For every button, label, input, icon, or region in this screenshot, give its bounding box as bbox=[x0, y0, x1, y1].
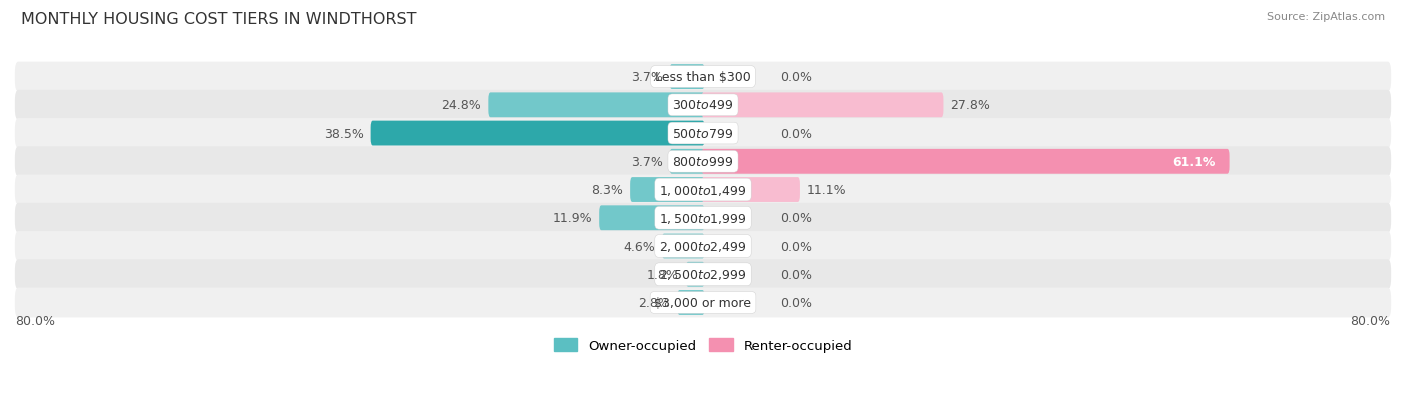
Text: 61.1%: 61.1% bbox=[1171, 155, 1215, 169]
FancyBboxPatch shape bbox=[599, 206, 704, 230]
Text: 0.0%: 0.0% bbox=[780, 212, 813, 225]
Text: Source: ZipAtlas.com: Source: ZipAtlas.com bbox=[1267, 12, 1385, 22]
Legend: Owner-occupied, Renter-occupied: Owner-occupied, Renter-occupied bbox=[548, 333, 858, 357]
Text: 0.0%: 0.0% bbox=[780, 240, 813, 253]
Text: 0.0%: 0.0% bbox=[780, 127, 813, 140]
FancyBboxPatch shape bbox=[669, 65, 704, 90]
FancyBboxPatch shape bbox=[15, 175, 1391, 205]
FancyBboxPatch shape bbox=[15, 62, 1391, 93]
FancyBboxPatch shape bbox=[15, 147, 1391, 177]
FancyBboxPatch shape bbox=[15, 119, 1391, 149]
Text: 11.9%: 11.9% bbox=[553, 212, 592, 225]
FancyBboxPatch shape bbox=[678, 290, 704, 315]
Text: $500 to $799: $500 to $799 bbox=[672, 127, 734, 140]
FancyBboxPatch shape bbox=[662, 234, 704, 259]
Text: 80.0%: 80.0% bbox=[1350, 315, 1391, 328]
FancyBboxPatch shape bbox=[702, 93, 943, 118]
Text: 11.1%: 11.1% bbox=[807, 184, 846, 197]
FancyBboxPatch shape bbox=[630, 178, 704, 202]
Text: $300 to $499: $300 to $499 bbox=[672, 99, 734, 112]
FancyBboxPatch shape bbox=[15, 260, 1391, 290]
FancyBboxPatch shape bbox=[702, 178, 800, 202]
FancyBboxPatch shape bbox=[686, 262, 704, 287]
FancyBboxPatch shape bbox=[702, 150, 1230, 174]
Text: $2,000 to $2,499: $2,000 to $2,499 bbox=[659, 240, 747, 254]
Text: $3,000 or more: $3,000 or more bbox=[655, 296, 751, 309]
Text: $800 to $999: $800 to $999 bbox=[672, 155, 734, 169]
Text: $1,000 to $1,499: $1,000 to $1,499 bbox=[659, 183, 747, 197]
Text: $2,500 to $2,999: $2,500 to $2,999 bbox=[659, 268, 747, 282]
Text: 8.3%: 8.3% bbox=[591, 184, 623, 197]
FancyBboxPatch shape bbox=[15, 288, 1391, 318]
Text: 0.0%: 0.0% bbox=[780, 296, 813, 309]
Text: Less than $300: Less than $300 bbox=[655, 71, 751, 84]
Text: 0.0%: 0.0% bbox=[780, 71, 813, 84]
Text: 2.8%: 2.8% bbox=[638, 296, 671, 309]
Text: MONTHLY HOUSING COST TIERS IN WINDTHORST: MONTHLY HOUSING COST TIERS IN WINDTHORST bbox=[21, 12, 416, 27]
Text: 24.8%: 24.8% bbox=[441, 99, 481, 112]
Text: 27.8%: 27.8% bbox=[950, 99, 990, 112]
FancyBboxPatch shape bbox=[488, 93, 704, 118]
Text: 4.6%: 4.6% bbox=[623, 240, 655, 253]
FancyBboxPatch shape bbox=[371, 121, 704, 146]
FancyBboxPatch shape bbox=[15, 203, 1391, 233]
Text: 1.8%: 1.8% bbox=[647, 268, 679, 281]
FancyBboxPatch shape bbox=[15, 90, 1391, 121]
Text: $1,500 to $1,999: $1,500 to $1,999 bbox=[659, 211, 747, 225]
FancyBboxPatch shape bbox=[15, 231, 1391, 261]
FancyBboxPatch shape bbox=[669, 150, 704, 174]
Text: 3.7%: 3.7% bbox=[631, 71, 662, 84]
Text: 3.7%: 3.7% bbox=[631, 155, 662, 169]
Text: 38.5%: 38.5% bbox=[323, 127, 364, 140]
Text: 0.0%: 0.0% bbox=[780, 268, 813, 281]
Text: 80.0%: 80.0% bbox=[15, 315, 56, 328]
